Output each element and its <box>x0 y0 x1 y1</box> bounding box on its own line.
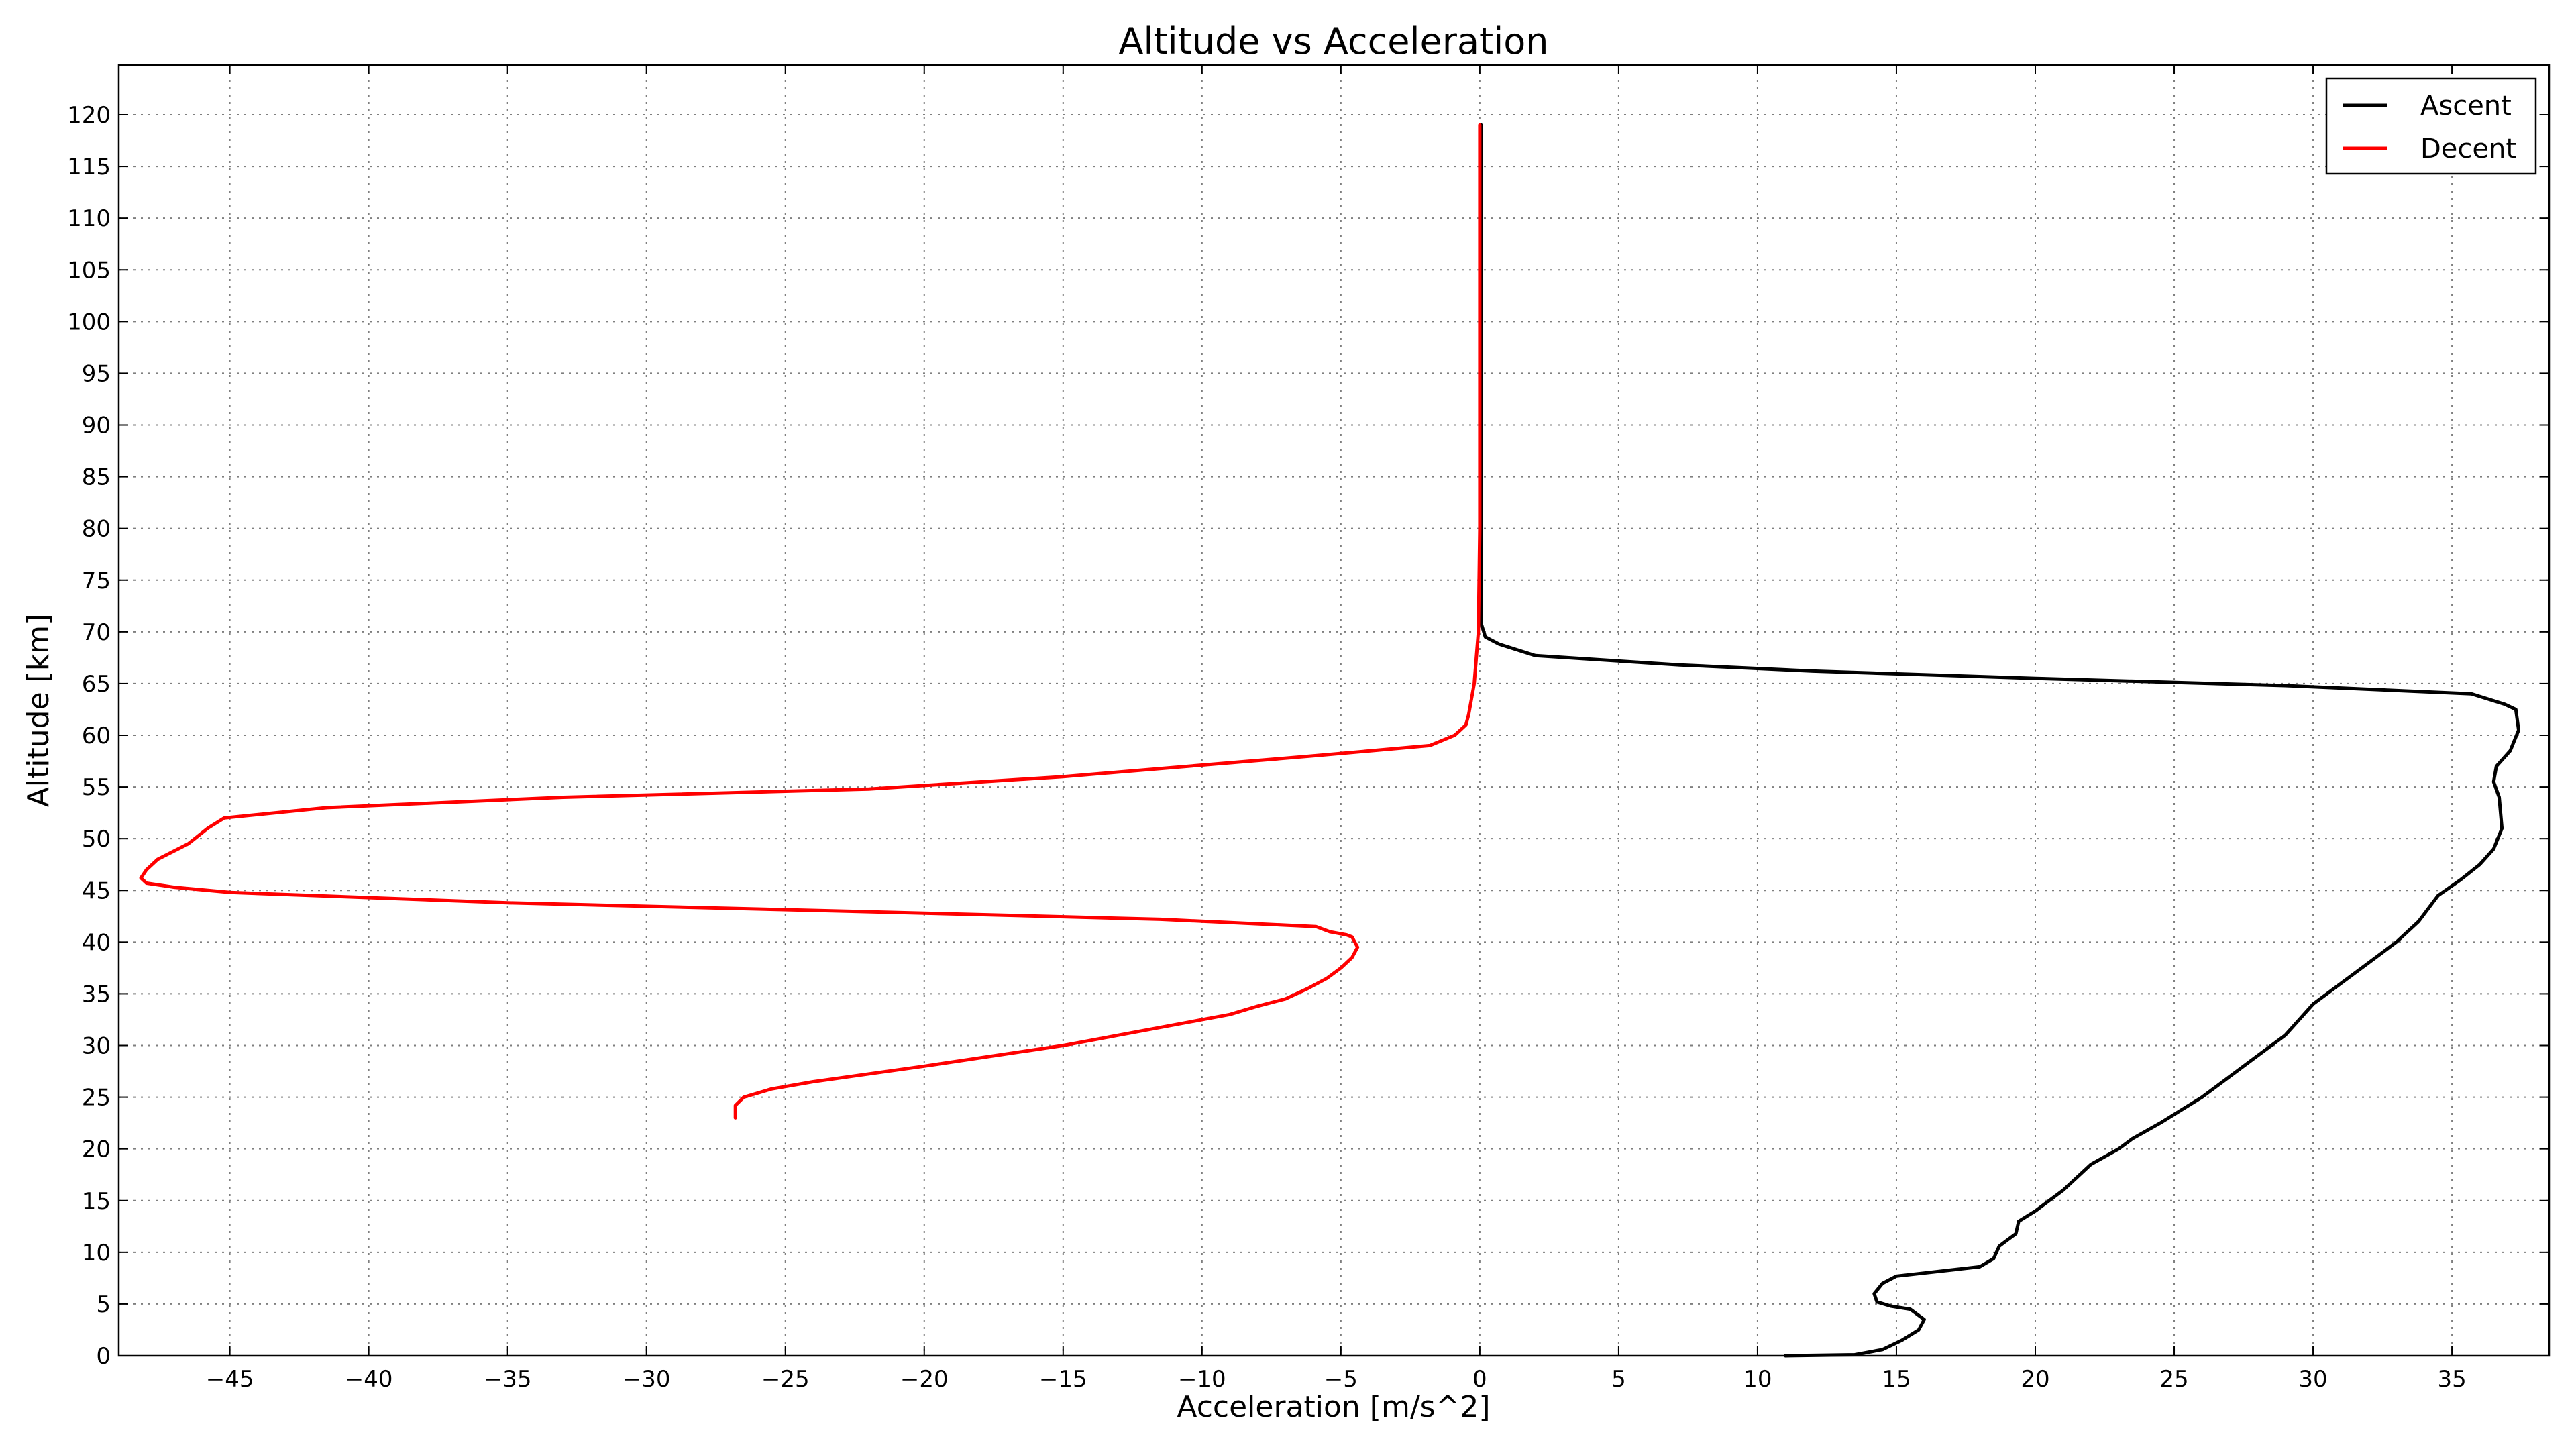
x-tick-label: 25 <box>2159 1366 2188 1393</box>
y-tick-label: 60 <box>82 722 111 749</box>
y-tick-label: 110 <box>67 205 111 232</box>
y-tick-label: 105 <box>67 257 111 284</box>
y-tick-label: 5 <box>96 1291 111 1318</box>
legend-box <box>2325 77 2537 175</box>
x-tick-label: 5 <box>1611 1366 1626 1393</box>
grid <box>119 65 2549 1356</box>
x-axis-ticks: −45 −40 −35 −30 −25 −20 −15 −10 −5 0 5 10 15 20 25 30 35 <box>206 65 2467 1393</box>
y-tick-label: 75 <box>82 568 111 594</box>
y-tick-label: 20 <box>82 1136 111 1163</box>
y-tick-label: 115 <box>67 154 111 180</box>
series-line-decent <box>139 123 1482 1120</box>
x-tick-label: −10 <box>1178 1366 1226 1393</box>
y-tick-label: 45 <box>82 877 111 904</box>
y-tick-label: 40 <box>82 929 111 956</box>
x-tick-label: −35 <box>484 1366 532 1393</box>
x-tick-label: 10 <box>1743 1366 1772 1393</box>
y-tick-label: 90 <box>82 413 111 439</box>
x-tick-label: 0 <box>1472 1366 1487 1393</box>
y-tick-label: 15 <box>82 1188 111 1215</box>
x-axis-label: Acceleration [m/s^2] <box>1177 1390 1490 1424</box>
x-tick-label: −25 <box>761 1366 810 1393</box>
x-tick-label: 30 <box>2298 1366 2327 1393</box>
y-tick-label: 10 <box>82 1240 111 1267</box>
x-tick-label: −15 <box>1039 1366 1087 1393</box>
y-axis-ticks: 0 5 10 15 20 25 30 35 40 45 50 55 60 65 70 75 80 85 90 95 10… <box>67 102 2549 1370</box>
y-tick-label: 25 <box>82 1085 111 1112</box>
legend-label-decent: Decent <box>2420 133 2516 164</box>
x-tick-label: 20 <box>2021 1366 2049 1393</box>
y-tick-label: 35 <box>82 981 111 1008</box>
y-tick-label: 70 <box>82 619 111 646</box>
y-tick-label: 30 <box>82 1033 111 1060</box>
y-tick-label: 120 <box>67 102 111 129</box>
x-tick-label: −45 <box>206 1366 254 1393</box>
x-tick-label: −20 <box>900 1366 949 1393</box>
y-axis-label: Altitude [km] <box>21 614 56 808</box>
x-tick-label: 15 <box>1882 1366 1911 1393</box>
x-tick-label: 35 <box>2437 1366 2466 1393</box>
chart-title: Altitude vs Acceleration <box>1119 20 1549 62</box>
x-tick-label: −5 <box>1324 1366 1358 1393</box>
x-tick-label: −40 <box>345 1366 393 1393</box>
y-tick-label: 80 <box>82 516 111 543</box>
y-tick-label: 100 <box>67 309 111 335</box>
legend-label-ascent: Ascent <box>2420 91 2512 121</box>
y-tick-label: 65 <box>82 671 111 698</box>
y-tick-label: 95 <box>82 360 111 387</box>
y-tick-label: 85 <box>82 464 111 491</box>
plot-frame <box>117 64 2551 1357</box>
y-tick-label: 0 <box>96 1343 111 1370</box>
y-tick-label: 55 <box>82 774 111 801</box>
legend: Ascent Decent <box>2325 77 2537 175</box>
series-layer <box>139 123 2520 1358</box>
y-tick-label: 50 <box>82 826 111 853</box>
series-line-ascent <box>1479 123 2520 1358</box>
x-tick-label: −30 <box>623 1366 671 1393</box>
